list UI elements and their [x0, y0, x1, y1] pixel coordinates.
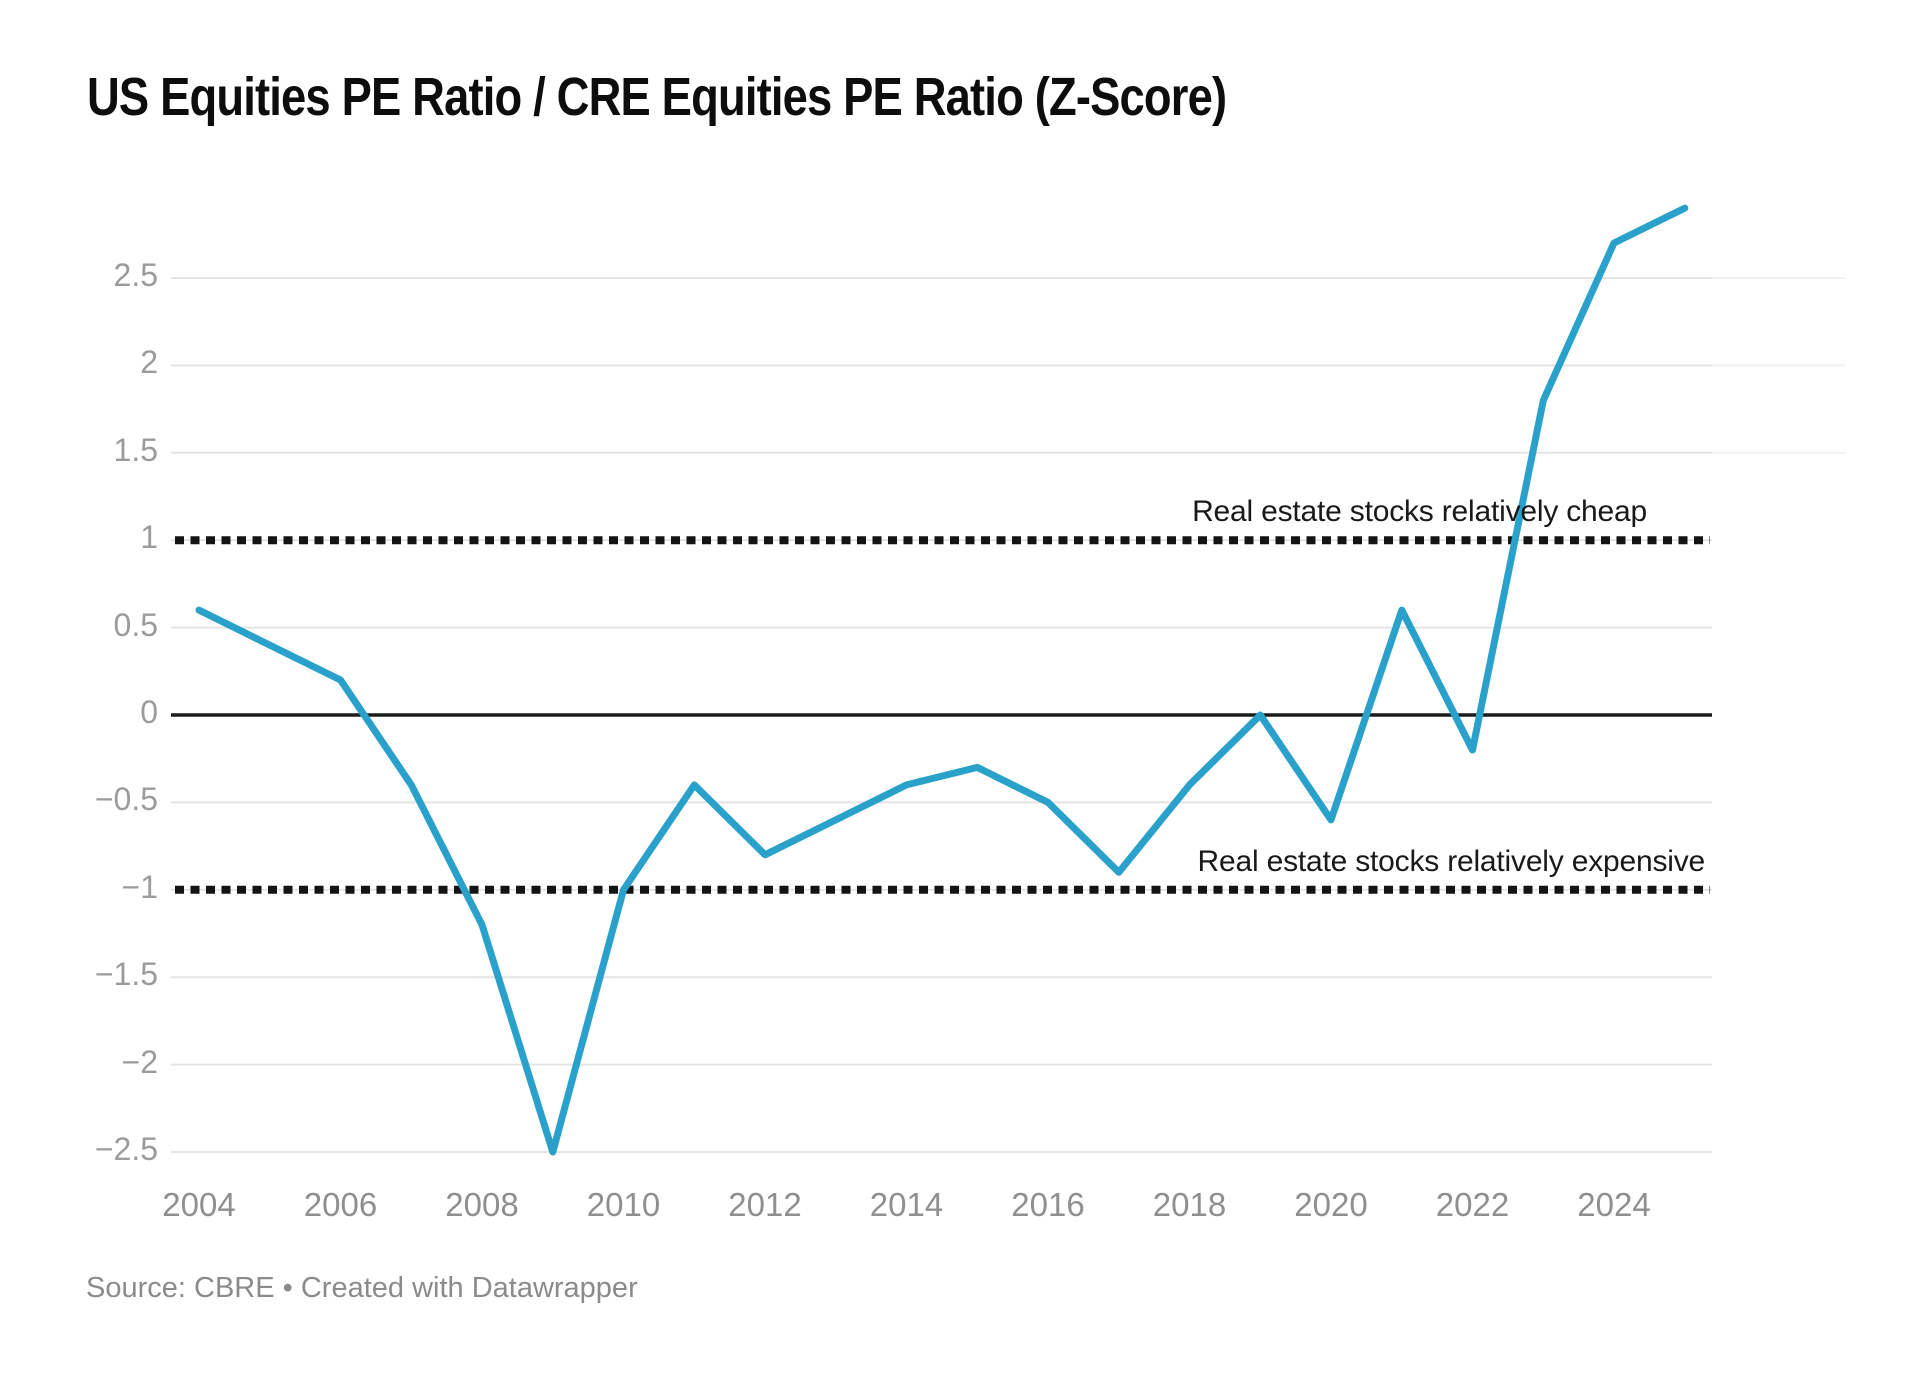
annotation-expensive-label: Real estate stocks relatively expensive [1197, 845, 1706, 878]
chart-title: US Equities PE Ratio / CRE Equities PE R… [87, 67, 1227, 127]
zscore-series-line [195, 204, 1689, 1156]
x-axis-label: 2022 [1435, 1186, 1510, 1223]
y-axis-label: −2 [121, 1043, 158, 1080]
y-axis-label: −0.5 [94, 781, 158, 818]
x-axis-label: 2006 [303, 1186, 378, 1223]
x-axis-label: 2004 [162, 1186, 236, 1223]
source-attribution: Source: CBRE • Created with Datawrapper [86, 1272, 638, 1304]
x-axis-label: 2018 [1152, 1186, 1227, 1223]
x-axis-label: 2008 [445, 1186, 519, 1223]
annotation-cheap-label: Real estate stocks relatively cheap [1192, 495, 1647, 528]
y-axis-label: 1.5 [113, 431, 158, 468]
x-axis-label: 2020 [1294, 1186, 1368, 1223]
y-axis-label: 0 [140, 694, 158, 730]
x-axis-label: 2010 [586, 1186, 661, 1223]
y-axis-label: 2.5 [113, 257, 158, 293]
y-axis-label: −1 [121, 868, 158, 905]
y-axis-label: 0.5 [113, 606, 158, 643]
x-axis-label: 2014 [869, 1186, 944, 1223]
x-axis-label: 2012 [728, 1186, 802, 1223]
y-axis-label: −2.5 [94, 1131, 158, 1167]
x-axis-label: 2016 [1011, 1186, 1085, 1223]
x-axis-label: 2024 [1577, 1186, 1651, 1223]
y-axis-label: −1.5 [94, 956, 158, 993]
y-axis-label: 1 [140, 519, 158, 556]
y-axis-label: 2 [140, 344, 158, 381]
